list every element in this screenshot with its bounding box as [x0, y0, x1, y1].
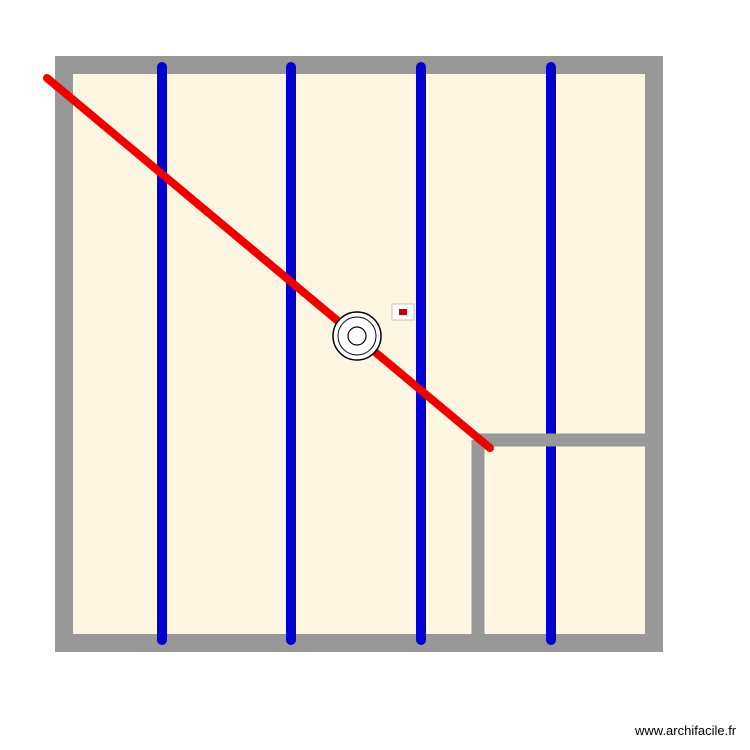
- detector-outer: [333, 312, 381, 360]
- watermark-text: www.archifacile.fr: [635, 723, 736, 738]
- detector-label-dot: [399, 309, 407, 315]
- floorplan-svg: [0, 0, 750, 750]
